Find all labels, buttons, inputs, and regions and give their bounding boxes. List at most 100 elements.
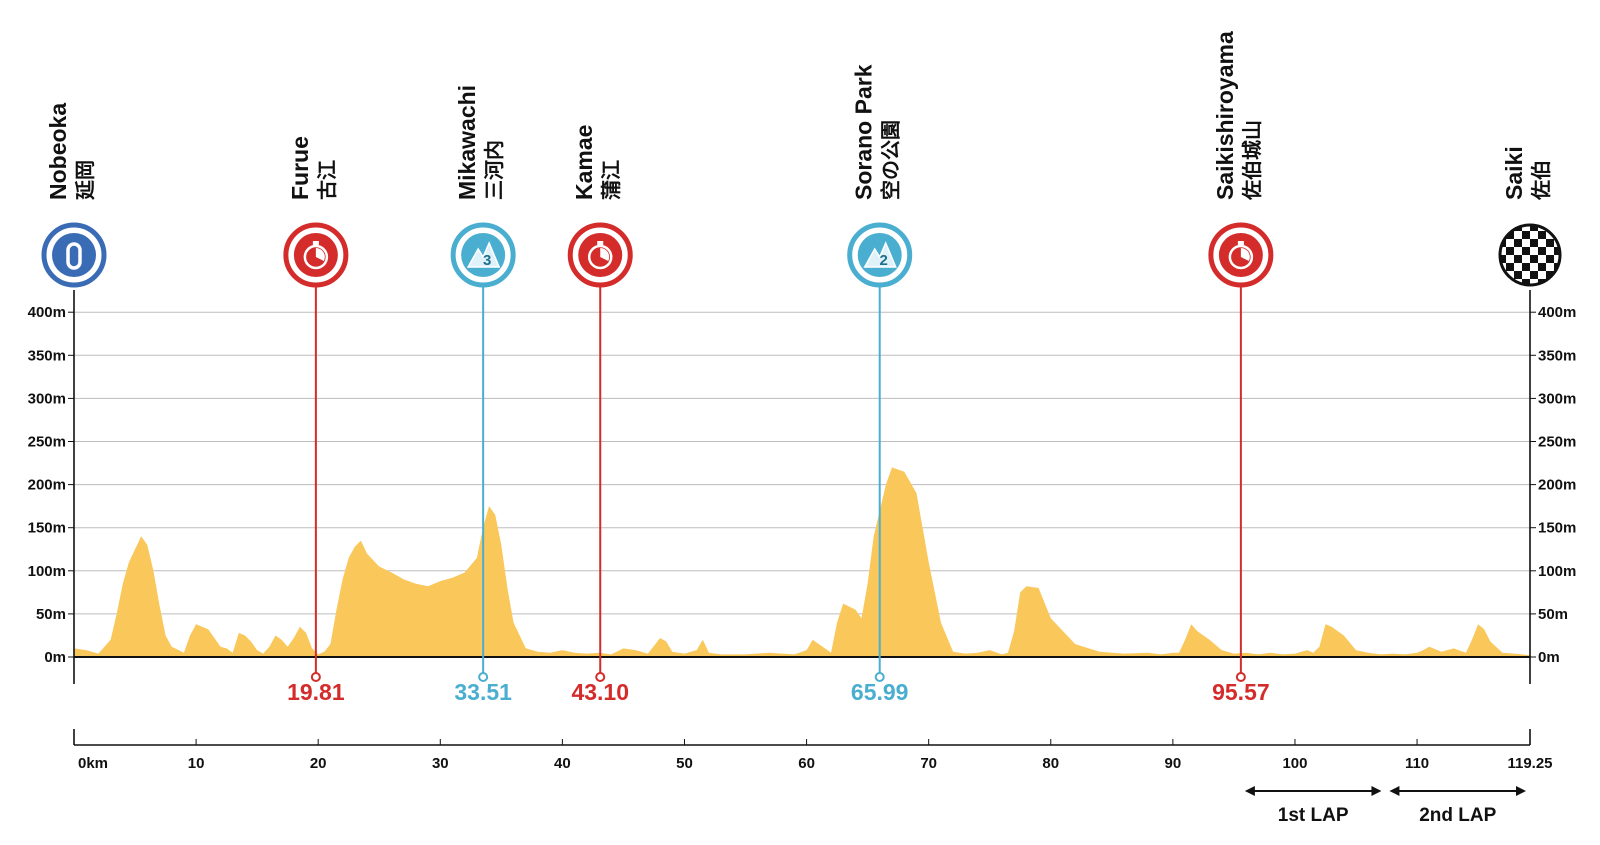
y-tick-label-right: 100m bbox=[1538, 563, 1576, 580]
y-tick-label-left: 50m bbox=[36, 606, 66, 623]
stopwatch-icon bbox=[283, 222, 349, 288]
lap-label: 2nd LAP bbox=[1419, 805, 1496, 826]
y-tick-label-left: 400m bbox=[28, 304, 66, 321]
marker-dot bbox=[310, 672, 321, 682]
y-tick-label-left: 200m bbox=[28, 477, 66, 494]
marker-km-label: 33.51 bbox=[454, 679, 512, 705]
place-name-jp: 延岡 bbox=[73, 160, 97, 201]
mountain-shape bbox=[863, 241, 897, 268]
lap-label: 1st LAP bbox=[1278, 805, 1349, 826]
x-tick-label: 90 bbox=[1165, 755, 1182, 772]
place-name: Sorano Park bbox=[851, 64, 877, 200]
stopwatch-crown bbox=[1237, 241, 1244, 245]
place-name: Kamae bbox=[571, 125, 597, 200]
stopwatch-hand bbox=[315, 248, 325, 261]
mountain-category-badge: 2 bbox=[880, 252, 888, 269]
stopwatch-icon bbox=[1208, 222, 1274, 288]
marker-dot bbox=[478, 672, 489, 682]
y-tick-label-right: 300m bbox=[1538, 390, 1576, 407]
stopwatch-hand bbox=[600, 248, 610, 261]
lap-1st-lap: 1st LAP bbox=[1244, 786, 1382, 826]
x-tick-label: 10 bbox=[188, 755, 205, 772]
lap-2nd-lap: 2nd LAP bbox=[1389, 786, 1526, 826]
y-tick-label-right: 150m bbox=[1538, 520, 1576, 537]
y-tick-label-right: 50m bbox=[1538, 606, 1568, 623]
flag-ring bbox=[1498, 223, 1562, 287]
mountain-cat3-icon: 3 bbox=[450, 222, 516, 288]
mountain-shape bbox=[466, 241, 501, 268]
y-tick-label-left: 100m bbox=[28, 563, 66, 580]
x-tick-label: 110 bbox=[1405, 755, 1429, 772]
stopwatch-face bbox=[303, 244, 329, 270]
marker-saiki: Saiki 佐伯 bbox=[1498, 146, 1562, 287]
x-tick-label: 60 bbox=[798, 755, 815, 772]
lap-arrow-head-right bbox=[1516, 786, 1526, 796]
y-tick-label-left: 150m bbox=[28, 520, 66, 537]
x-tick-label: 0km bbox=[78, 755, 108, 772]
place-name-jp: 佐伯城山 bbox=[1240, 120, 1264, 201]
grid-layer bbox=[74, 311, 1530, 615]
marker-furue: 19.81 Furue 古江 bbox=[283, 136, 349, 705]
stopwatch-crown bbox=[597, 241, 604, 245]
place-name: Nobeoka bbox=[45, 103, 71, 200]
x-tick-label: 70 bbox=[920, 755, 937, 772]
km-zero-glyph bbox=[66, 242, 82, 270]
place-name: Saiki bbox=[1501, 146, 1527, 200]
marker-sorano-park: 65.99 Sorano Park 空の公園 2 bbox=[847, 64, 913, 705]
y-tick-label-right: 250m bbox=[1538, 434, 1576, 451]
lap-arrow-head-left bbox=[1244, 786, 1255, 796]
elevation-area bbox=[74, 467, 1530, 657]
place-name-jp: 佐伯 bbox=[1529, 160, 1553, 201]
stopwatch-face bbox=[1228, 244, 1254, 270]
y-tick-label-right: 200m bbox=[1538, 477, 1576, 494]
place-name-jp: 空の公園 bbox=[879, 120, 903, 200]
x-tick-label: 100 bbox=[1282, 755, 1307, 772]
y-tick-label-left: 250m bbox=[28, 434, 66, 451]
stopwatch-face bbox=[587, 244, 613, 270]
lap-layer: 1st LAP 2nd LAP bbox=[1244, 786, 1526, 826]
place-name-jp: 古江 bbox=[315, 160, 339, 200]
x-tick-label: 30 bbox=[432, 755, 449, 772]
x-tick-label: 80 bbox=[1042, 755, 1059, 772]
y-tick-label-left: 0m bbox=[44, 649, 66, 666]
marker-mikawachi: 33.51 Mikawachi 三河内 3 bbox=[450, 85, 516, 705]
mountain-category-badge: 3 bbox=[483, 252, 491, 269]
marker-km-label: 65.99 bbox=[851, 679, 909, 705]
marker-km-label: 95.57 bbox=[1212, 679, 1270, 705]
finish-flag-icon bbox=[1498, 223, 1562, 287]
y-tick-label-left: 300m bbox=[28, 390, 66, 407]
y-tick-label-left: 350m bbox=[28, 347, 66, 364]
y-tick-label-right: 400m bbox=[1538, 304, 1576, 321]
marker-layer: Nobeoka 延岡 19.81 Furue 古江 33.51 Mikawachi 三河内 3 4… bbox=[41, 31, 1562, 705]
axis-layer: 0m 0m 50m 50m 100m 100m 150m 150m 200m 200m 250m 25… bbox=[28, 290, 1576, 772]
stopwatch-icon bbox=[567, 222, 633, 288]
marker-dot bbox=[874, 672, 885, 682]
y-tick-label-right: 0m bbox=[1538, 649, 1560, 666]
place-name-jp: 三河内 bbox=[482, 140, 506, 200]
marker-dot bbox=[1235, 672, 1246, 682]
stopwatch-crown bbox=[312, 241, 319, 245]
marker-saikishiroyama: 95.57 Saikishiroyama 佐伯城山 bbox=[1208, 31, 1274, 705]
x-tick-label: 20 bbox=[310, 755, 327, 772]
stopwatch-hand bbox=[1240, 248, 1250, 261]
x-tick-label: 50 bbox=[676, 755, 693, 772]
icon-fill bbox=[52, 233, 96, 277]
marker-dot bbox=[595, 672, 606, 682]
elevation-area-layer bbox=[74, 467, 1530, 657]
marker-km-label: 43.10 bbox=[571, 679, 629, 705]
lap-arrow-head-left bbox=[1389, 786, 1400, 796]
start-km0-icon bbox=[41, 222, 107, 288]
lap-arrow-head-right bbox=[1371, 786, 1382, 796]
place-name-jp: 蒲江 bbox=[599, 160, 623, 200]
marker-nobeoka: Nobeoka 延岡 bbox=[41, 103, 107, 288]
marker-kamae: 43.10 Kamae 蒲江 bbox=[567, 125, 633, 705]
place-name: Furue bbox=[287, 136, 313, 200]
y-tick-label-right: 350m bbox=[1538, 347, 1576, 364]
marker-km-label: 19.81 bbox=[287, 679, 345, 705]
checker-pattern bbox=[1500, 225, 1560, 285]
place-name: Saikishiroyama bbox=[1212, 31, 1238, 200]
x-tick-label: 119.25 bbox=[1507, 755, 1552, 772]
mountain-cat2-icon: 2 bbox=[847, 222, 913, 288]
